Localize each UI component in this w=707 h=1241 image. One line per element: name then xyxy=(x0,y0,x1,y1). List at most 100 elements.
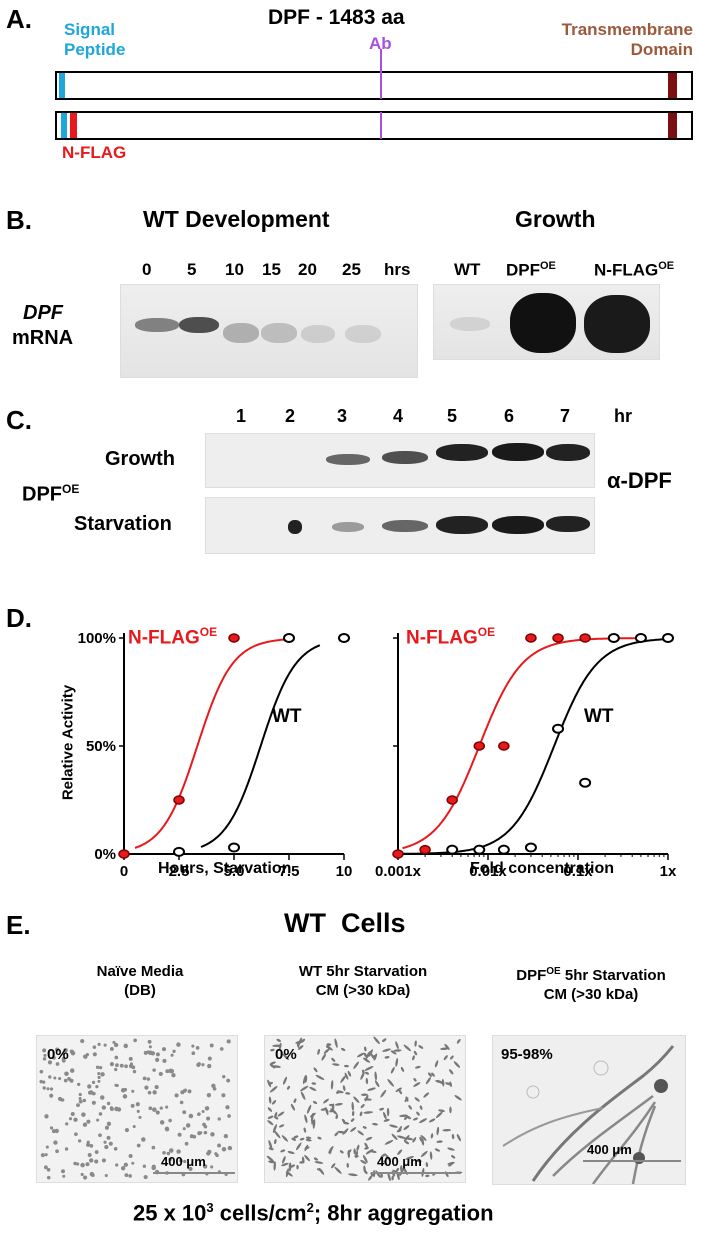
cell xyxy=(278,1124,285,1128)
data-point-1-0-1 xyxy=(419,844,431,855)
cells-scatter-1 xyxy=(39,1038,233,1180)
cell xyxy=(413,1078,417,1082)
cell xyxy=(146,1077,151,1081)
cell xyxy=(395,1087,402,1092)
chart-right-nflag-sup: OE xyxy=(477,625,496,639)
cell xyxy=(306,1104,312,1114)
cell xyxy=(395,1167,400,1173)
cell xyxy=(207,1063,212,1069)
cell xyxy=(112,1040,116,1044)
cell xyxy=(46,1087,50,1091)
cell xyxy=(57,1096,62,1101)
cell xyxy=(172,1049,176,1053)
cell xyxy=(94,1150,99,1155)
cell xyxy=(82,1098,87,1103)
protein-diagram xyxy=(55,49,693,140)
panel-d-label: D. xyxy=(6,603,32,633)
wb-growth-lane5 xyxy=(436,444,488,461)
cell xyxy=(362,1154,368,1164)
data-point-1-1-8 xyxy=(662,633,674,643)
chart-left-nflag-label: N-FLAGOE xyxy=(128,625,217,649)
band-20h xyxy=(301,325,335,343)
cell xyxy=(124,1127,130,1133)
cell xyxy=(404,1097,409,1103)
cell xyxy=(222,1074,226,1079)
cell xyxy=(135,1102,140,1107)
cell xyxy=(132,1124,136,1129)
x-tick-label-0-2: 5.0 xyxy=(224,863,245,880)
cell xyxy=(267,1107,273,1112)
cell xyxy=(269,1063,276,1069)
cell xyxy=(94,1159,99,1164)
cell xyxy=(419,1105,423,1110)
cell xyxy=(363,1111,374,1114)
cell xyxy=(380,1089,387,1098)
cell xyxy=(210,1132,215,1137)
cell xyxy=(331,1057,336,1062)
data-point-1-0-0 xyxy=(392,849,404,859)
cell xyxy=(436,1079,445,1085)
cell xyxy=(365,1136,373,1141)
cell xyxy=(344,1064,349,1068)
time-label-10: 10 xyxy=(225,260,244,279)
cell xyxy=(303,1127,307,1133)
wb-growth-lane3 xyxy=(326,454,370,465)
cell xyxy=(189,1134,194,1139)
cell xyxy=(115,1163,119,1167)
cell xyxy=(300,1091,306,1100)
cell xyxy=(350,1118,355,1122)
panel-e-footer: 25 x 103 cells/cm2; 8hr aggregation xyxy=(133,1200,494,1226)
cell xyxy=(151,1164,156,1169)
cell xyxy=(293,1135,299,1139)
cell xyxy=(427,1072,432,1077)
wb-growth-lane7 xyxy=(546,444,590,461)
cell xyxy=(360,1093,368,1096)
cell xyxy=(290,1103,296,1111)
wb-growth-lane4 xyxy=(382,451,428,464)
cell xyxy=(203,1130,208,1135)
cell xyxy=(114,1067,118,1072)
cell xyxy=(298,1045,304,1050)
data-point-1-0-3 xyxy=(473,741,486,751)
cell xyxy=(58,1076,62,1081)
cell xyxy=(168,1068,173,1074)
cell xyxy=(85,1162,90,1167)
cell xyxy=(164,1126,170,1132)
cell xyxy=(267,1115,274,1119)
cell xyxy=(78,1099,83,1104)
cell xyxy=(176,1149,181,1154)
cell xyxy=(154,1085,159,1090)
cell xyxy=(348,1173,358,1177)
cell xyxy=(65,1122,69,1126)
cell xyxy=(155,1052,160,1057)
cell xyxy=(385,1153,391,1162)
cell xyxy=(64,1147,69,1151)
cell xyxy=(114,1055,119,1060)
cell xyxy=(281,1162,289,1167)
cell xyxy=(104,1145,109,1150)
cell xyxy=(129,1062,134,1066)
lane-unit: hr xyxy=(614,406,632,426)
cell xyxy=(165,1105,169,1109)
img3-caption-rest: 5hr Starvation xyxy=(560,967,666,984)
cell xyxy=(53,1140,58,1145)
cell xyxy=(428,1118,436,1123)
fit-curve-0-1 xyxy=(200,644,321,848)
cell xyxy=(197,1112,201,1117)
cell xyxy=(103,1043,107,1047)
cell xyxy=(128,1174,132,1178)
cell xyxy=(182,1127,186,1131)
chart-right-nflag-label: N-FLAGOE xyxy=(406,625,495,649)
img1-caption-line2: (DB) xyxy=(124,982,156,999)
cell xyxy=(92,1045,97,1049)
cell xyxy=(77,1082,81,1087)
cell xyxy=(317,1136,322,1140)
cell xyxy=(334,1102,343,1106)
cell xyxy=(168,1118,172,1123)
band-nflagoe-growth xyxy=(584,295,650,353)
cell xyxy=(195,1046,200,1050)
cell xyxy=(91,1100,96,1105)
growth-lane-nflagoe-name: N-FLAG xyxy=(594,260,659,280)
wb-starv-lane5 xyxy=(436,516,488,534)
time-label-25: 25 xyxy=(342,260,361,279)
